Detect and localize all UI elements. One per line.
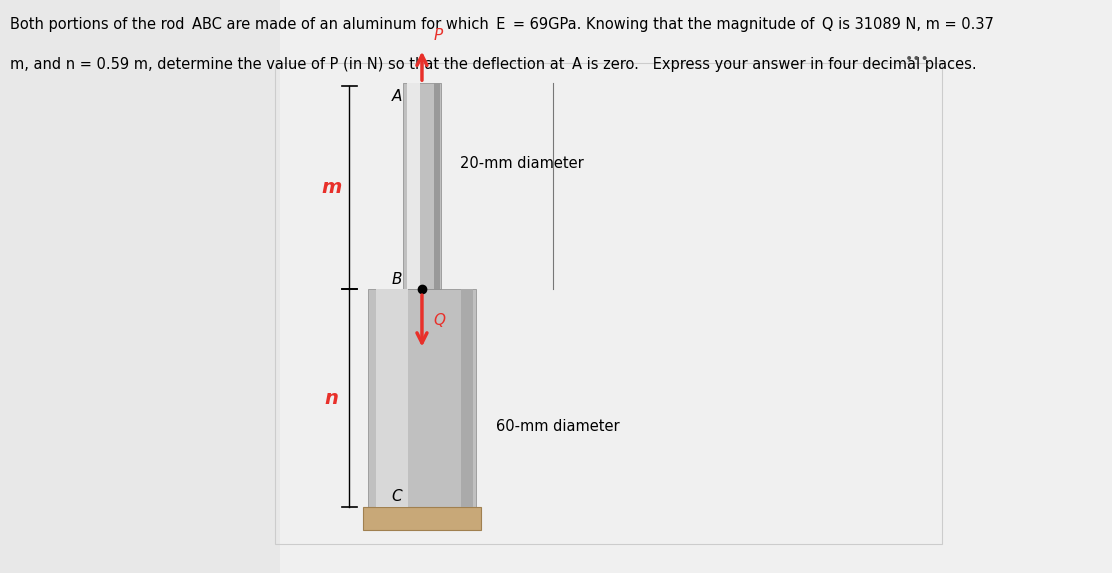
Text: m, and n = 0.59 m, determine the value of ​P​ (in N) so that the deflection at  : m, and n = 0.59 m, determine the value o… — [10, 57, 976, 72]
Text: m: m — [321, 178, 341, 197]
Text: P: P — [434, 28, 443, 43]
Text: A: A — [391, 89, 403, 104]
Bar — [368, 289, 476, 507]
Text: •••: ••• — [905, 52, 930, 65]
Text: Q: Q — [434, 313, 446, 328]
Text: n: n — [325, 388, 339, 408]
Text: 20-mm diameter: 20-mm diameter — [460, 156, 584, 171]
Text: 60-mm diameter: 60-mm diameter — [496, 419, 619, 434]
Bar — [434, 83, 439, 289]
Bar — [275, 63, 942, 544]
Bar — [376, 289, 408, 507]
Bar — [461, 289, 473, 507]
Bar — [404, 83, 440, 289]
Bar — [407, 83, 420, 289]
Text: Both portions of the rod  ABC are made of an aluminum for which  E  = 69GPa. Kno: Both portions of the rod ABC are made of… — [10, 17, 994, 32]
Text: B: B — [391, 272, 403, 286]
Text: C: C — [391, 489, 403, 504]
Bar — [0, 0, 280, 573]
Bar — [364, 507, 480, 530]
